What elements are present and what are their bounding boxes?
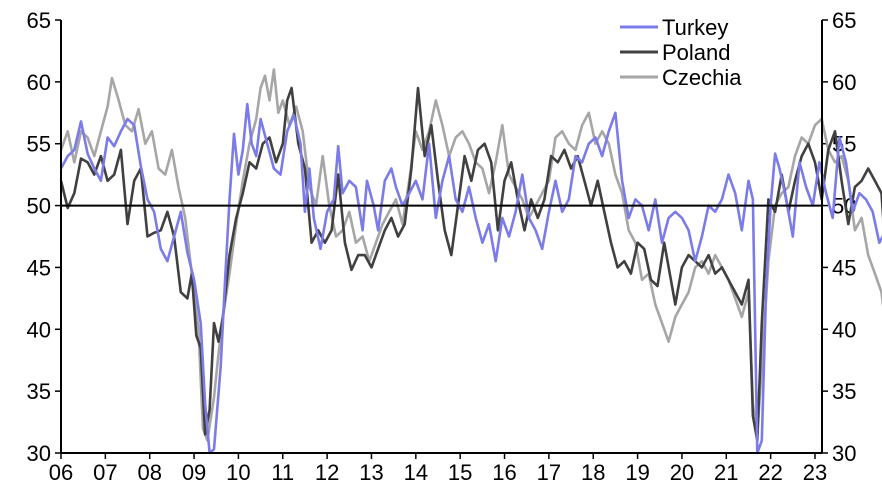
series-layer	[59, 68, 882, 455]
x-tick-label: 23	[803, 460, 827, 485]
x-tick-label: 12	[315, 460, 339, 485]
x-tick-label: 14	[404, 460, 428, 485]
y-tick-label-left: 60	[27, 70, 51, 95]
x-tick-label: 11	[271, 460, 294, 485]
x-tick-label: 10	[226, 460, 250, 485]
series-line-poland	[59, 86, 882, 442]
x-tick-label: 17	[537, 460, 561, 485]
y-tick-label-left: 55	[27, 132, 51, 157]
legend-label-czechia: Czechia	[662, 65, 742, 90]
y-tick-label-left: 45	[27, 255, 51, 280]
series-line-turkey	[59, 102, 882, 455]
y-tick-label-left: 35	[27, 379, 51, 404]
y-tick-label-right: 40	[832, 317, 856, 342]
x-tick-label: 13	[359, 460, 383, 485]
legend-label-bg	[660, 41, 760, 65]
x-tick-label: 16	[492, 460, 516, 485]
legend-label-bg	[660, 66, 760, 90]
y-tick-label-left: 65	[27, 8, 51, 33]
x-tick-label: 07	[93, 460, 117, 485]
y-tick-label-right: 65	[832, 8, 856, 33]
x-tick-label: 18	[581, 460, 605, 485]
y-tick-label-right: 35	[832, 379, 856, 404]
x-axis: 06 07 08 09 10 11 12 13 14 15 16 17 18 19 20 21 22 23	[49, 453, 827, 485]
x-tick-label: 15	[448, 460, 472, 485]
y-tick-label-right: 30	[832, 441, 856, 466]
y-tick-label-left: 40	[27, 317, 51, 342]
y-tick-label-left: 50	[27, 194, 51, 219]
x-tick-label: 21	[714, 460, 738, 485]
y-tick-label-right: 60	[832, 70, 856, 95]
legend-label-poland: Poland	[662, 40, 731, 65]
x-tick-label: 19	[625, 460, 649, 485]
y-tick-label-left: 30	[27, 441, 51, 466]
x-tick-label: 22	[758, 460, 782, 485]
y-tick-label-right: 45	[832, 255, 856, 280]
legend-label-bg	[660, 16, 760, 40]
y-axis-left: 30 35 40 45 50 55 60 65	[27, 8, 61, 466]
x-tick-label: 20	[670, 460, 694, 485]
plot-frame	[60, 20, 823, 454]
legend-label-turkey: Turkey	[662, 15, 728, 40]
x-tick-label: 06	[49, 460, 73, 485]
x-tick-label: 09	[182, 460, 206, 485]
x-tick-label: 08	[137, 460, 161, 485]
